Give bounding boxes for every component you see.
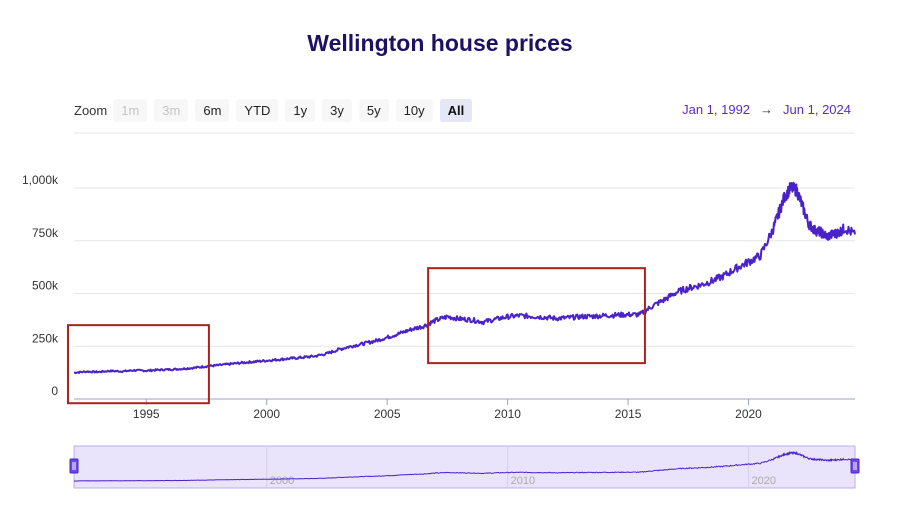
zoom-10y-button[interactable]: 10y xyxy=(395,98,433,122)
zoom-3y-button[interactable]: 3y xyxy=(322,98,352,122)
zoom-1m-button[interactable]: 1m xyxy=(113,98,148,122)
chart-title: Wellington house prices xyxy=(307,30,573,56)
zoom-5y-button[interactable]: 5y xyxy=(358,98,389,122)
y-tick-label: 0 xyxy=(51,384,58,398)
y-tick-label: 1,000k xyxy=(22,173,59,187)
highlight-box-2 xyxy=(427,267,646,365)
navigator-series-line xyxy=(74,450,856,482)
zoom-1y-button[interactable]: 1y xyxy=(285,98,316,122)
y-tick-label: 750k xyxy=(32,226,59,240)
navigator-tick-label: 2020 xyxy=(752,475,776,487)
zoom-bar: Zoom 1m 3m 6m YTD 1y 3y 5y 10y All xyxy=(74,98,479,122)
zoom-all-button[interactable]: All xyxy=(439,98,473,122)
zoom-6m-button[interactable]: 6m xyxy=(195,98,230,122)
navigator-tick-label: 2010 xyxy=(511,475,535,487)
x-tick-label: 2000 xyxy=(253,407,280,421)
zoom-3m-button[interactable]: 3m xyxy=(154,98,189,122)
range-arrow-icon: → xyxy=(760,102,774,117)
y-tick-label: 500k xyxy=(32,279,59,293)
navigator-tick-label: 2000 xyxy=(270,475,294,487)
zoom-label: Zoom xyxy=(74,102,108,118)
x-tick-label: 1995 xyxy=(133,407,160,421)
highlight-box-1 xyxy=(66,324,210,405)
range-to[interactable]: Jun 1, 2024 xyxy=(783,102,851,117)
navigator-left-handle[interactable] xyxy=(69,458,79,474)
x-tick-label: 2005 xyxy=(374,407,401,421)
navigator-selection[interactable] xyxy=(73,445,856,489)
x-tick-label: 2020 xyxy=(735,407,762,421)
x-tick-label: 2010 xyxy=(494,407,521,421)
date-range[interactable]: Jan 1, 1992 → Jun 1, 2024 xyxy=(682,102,851,117)
x-tick-label: 2015 xyxy=(615,407,642,421)
range-from[interactable]: Jan 1, 1992 xyxy=(682,102,751,117)
series-line xyxy=(73,181,856,375)
navigator-right-handle[interactable] xyxy=(850,458,860,474)
y-tick-label: 250k xyxy=(32,331,59,345)
zoom-ytd-button[interactable]: YTD xyxy=(236,98,279,122)
